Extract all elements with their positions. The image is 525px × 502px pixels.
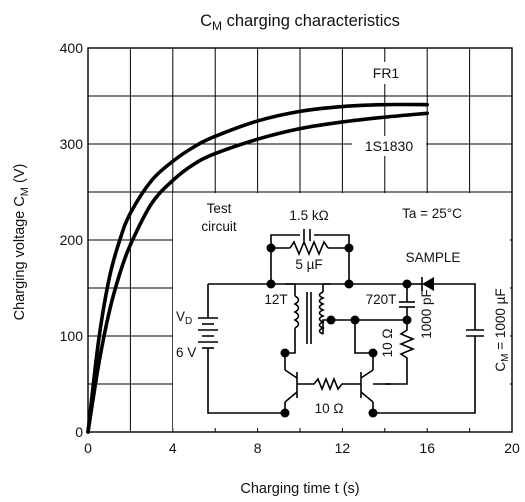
- y-tick-label: 0: [75, 424, 83, 440]
- test-label: Test: [207, 201, 232, 216]
- cm-label: CM = 1000 µF: [493, 288, 511, 371]
- test-circuit-inset: Test circuit Ta = 25°C 1.5 kΩ 5 µF SAMPL…: [173, 193, 511, 428]
- sample-label: SAMPLE: [406, 250, 461, 265]
- chart-title: CM charging characteristics: [200, 12, 400, 33]
- y-tick-label: 100: [60, 328, 84, 344]
- y-tick-label: 400: [60, 40, 84, 56]
- x-tick-label: 12: [335, 440, 351, 456]
- y-tick-label: 300: [60, 136, 84, 152]
- series-line-fr1: [86, 102, 429, 434]
- inset-background: [173, 193, 510, 428]
- vd-value-label: 6 V: [176, 345, 196, 360]
- transformer-720t-label: 720T: [366, 292, 397, 307]
- x-tick-label: 0: [84, 440, 92, 456]
- resistor-10-v-label: 10 Ω: [380, 329, 395, 358]
- series-line-1s1830: [86, 111, 429, 434]
- x-tick-label: 20: [504, 440, 520, 456]
- x-axis-label: Charging time t (s): [240, 481, 359, 497]
- temperature-label: Ta = 25°C: [402, 206, 462, 221]
- resistor-10-h-label: 10 Ω: [315, 401, 344, 416]
- y-axis-label: Charging voltage CM (V): [12, 164, 31, 321]
- y-tick-label: 200: [60, 232, 84, 248]
- transformer-12t-label: 12T: [264, 292, 287, 307]
- x-tick-label: 16: [419, 440, 435, 456]
- label-bg-fr1: [362, 62, 410, 84]
- circuit-junctions: [266, 243, 412, 418]
- series-lines: [86, 102, 429, 434]
- circuit-wiring: [198, 229, 484, 414]
- resistor-1k5-label: 1.5 kΩ: [289, 208, 328, 223]
- cap-5uf-label: 5 µF: [295, 257, 322, 272]
- series-label-1s1830: 1S1830: [365, 138, 413, 154]
- series-label-fr1: FR1: [373, 65, 400, 81]
- x-tick-label: 4: [169, 440, 177, 456]
- cap-1000pf-label: 1000 pF: [419, 289, 434, 339]
- x-tick-label: 8: [254, 440, 262, 456]
- plot-frame: [87, 47, 513, 433]
- circuit-label: circuit: [201, 219, 237, 234]
- vd-label: VD: [176, 309, 192, 327]
- label-bg-1s1830: [352, 136, 426, 156]
